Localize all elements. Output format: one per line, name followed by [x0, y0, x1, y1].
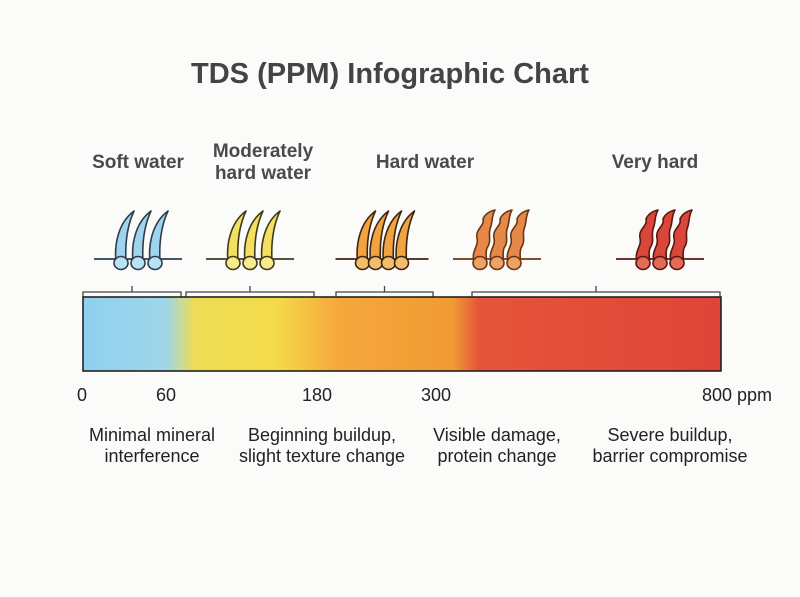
axis-tick-label: 60 [155, 385, 177, 405]
category-label: Hard water [335, 152, 515, 174]
category-bracket [82, 286, 182, 297]
chart-title: TDS (PPM) Infographic Chart [191, 58, 589, 90]
description-line: Visible damage, [433, 425, 561, 445]
soft-water-hair-icon [94, 210, 182, 271]
moderately-hard-water-hair-icon [206, 210, 294, 271]
description-line: barrier compromise [592, 446, 748, 466]
category-bracket [335, 286, 434, 297]
category-label: Moderately hard water [173, 141, 353, 185]
tds-gradient-bar [82, 296, 722, 372]
category-label-line: Moderately [212, 141, 314, 162]
description-line: interference [104, 446, 200, 466]
hard-water-hair-icon [335, 210, 429, 271]
category-description: Visible damage, protein change [402, 425, 592, 467]
axis-tick-label: 180 [301, 385, 333, 405]
category-label: Very hard [565, 152, 745, 174]
category-description: Severe buildup, barrier compromise [575, 425, 765, 467]
category-description: Minimal mineral interference [57, 425, 247, 467]
description-line: protein change [437, 446, 557, 466]
severe-hard-water-hair-icon [616, 209, 704, 271]
axis-tick-label: 0 [77, 385, 88, 405]
category-bracket [471, 286, 721, 297]
category-label-line: Hard water [375, 152, 475, 173]
hair-icons [94, 209, 704, 271]
category-label-line: Very hard [611, 152, 699, 173]
very-hard-water-hair-icon [453, 209, 541, 271]
description-line: slight texture change [238, 446, 406, 466]
category-brackets [82, 286, 721, 297]
description-line: Minimal mineral [88, 425, 216, 445]
axis-tick-label: 800 ppm [702, 385, 773, 405]
category-label-line: Soft water [92, 152, 184, 173]
description-line: Beginning buildup, [247, 425, 397, 445]
category-description: Beginning buildup, slight texture change [227, 425, 417, 467]
category-bracket [185, 286, 315, 297]
description-line: Severe buildup, [607, 425, 733, 445]
axis-tick-label: 300 [420, 385, 452, 405]
category-label: Soft water [48, 152, 228, 174]
category-label-line: hard water [214, 163, 312, 184]
